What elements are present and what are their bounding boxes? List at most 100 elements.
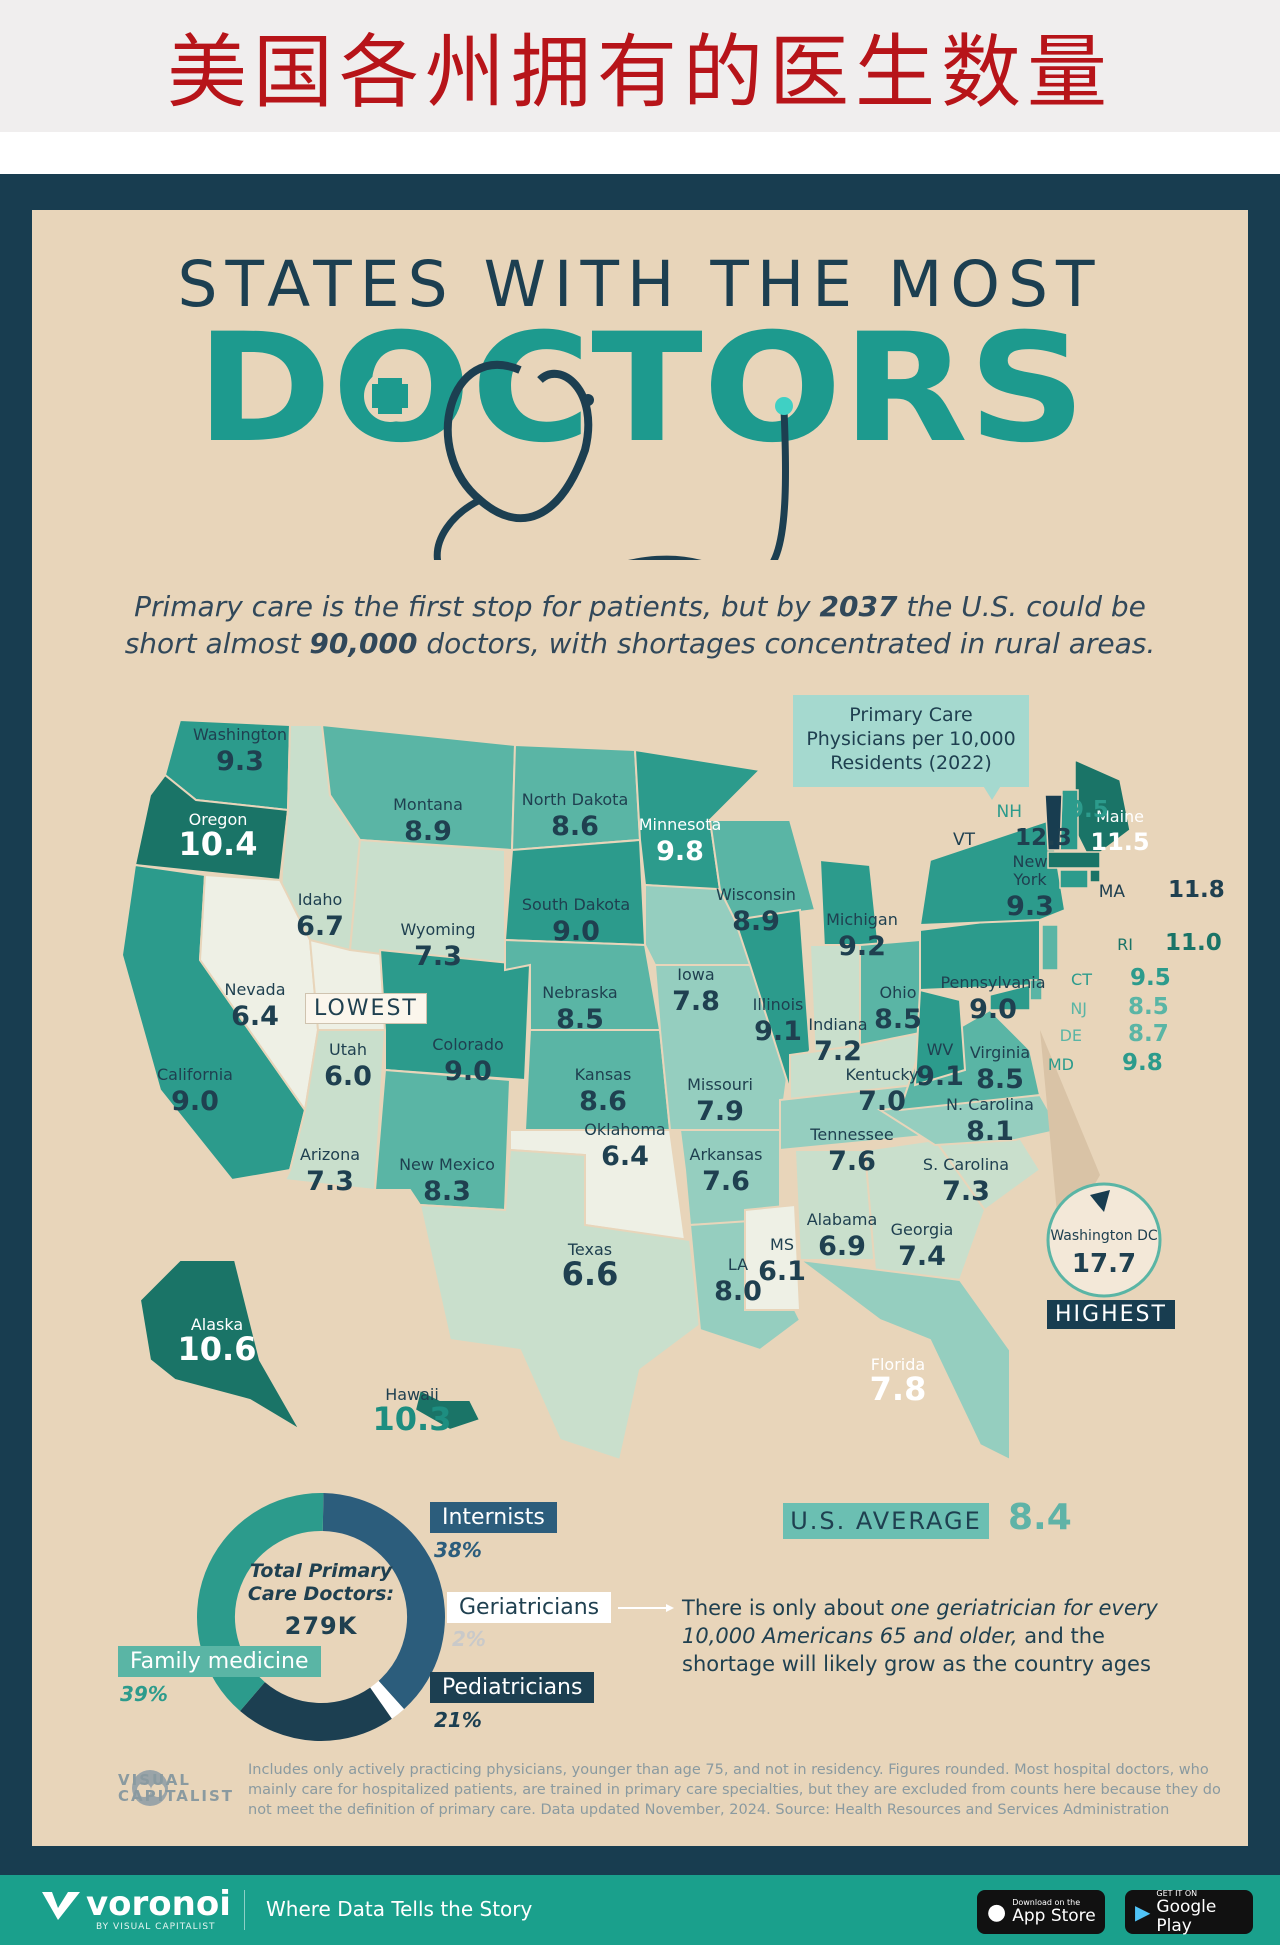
state-name-label: LA [728, 1255, 748, 1274]
app-store-button[interactable]: ● Download on the App Store [977, 1890, 1105, 1934]
state-value-label: 9.5 [1068, 797, 1109, 823]
segment-family-medicine-pct: 39% [120, 1682, 168, 1706]
state-name-label: South Dakota [522, 895, 630, 914]
state-name-label: VT [953, 830, 976, 850]
state-name-label: MS [770, 1235, 794, 1254]
state-name-label: Maine [1096, 807, 1144, 826]
state-value-label: 9.0 [552, 916, 600, 947]
stethoscope-icon [443, 360, 593, 523]
state-name-label: Missouri [687, 1075, 753, 1094]
state-name-label: New Mexico [399, 1155, 495, 1174]
state-shape [913, 988, 967, 1087]
state-value-label: 8.9 [404, 816, 452, 847]
state-value-label: 7.4 [898, 1241, 946, 1272]
state-shape [1041, 924, 1059, 971]
state-name-label: Tennessee [809, 1125, 893, 1144]
donut-center-label: Total Primary Care Doctors: [247, 1560, 395, 1605]
dc-name: Washington DC [1050, 1228, 1158, 1244]
state-name-label: Arkansas [690, 1145, 763, 1164]
state-value-label: 11.0 [1165, 930, 1222, 956]
state-name-label: Indiana [808, 1015, 867, 1034]
voronoi-wordmark: voronoi [86, 1884, 231, 1924]
state-name-label: Hawaii [385, 1385, 439, 1404]
state-value-label: 7.8 [870, 1370, 927, 1408]
footer-tagline: Where Data Tells the Story [266, 1897, 533, 1921]
footnote: Includes only actively practicing physic… [248, 1762, 1221, 1818]
state-value-label: 7.8 [672, 986, 720, 1017]
state-name-label: Kentucky [845, 1065, 918, 1084]
state-name-label: Utah [329, 1040, 367, 1059]
state-value-label: 6.0 [324, 1061, 372, 1092]
state-value-label: 10.6 [178, 1330, 257, 1368]
top-banner [0, 0, 1280, 132]
segment-internists: Internists [430, 1502, 557, 1533]
state-shape [796, 1258, 1011, 1460]
segment-pediatricians-pct: 21% [434, 1708, 482, 1732]
state-value-label: 7.3 [414, 941, 462, 972]
footer-divider [244, 1890, 245, 1930]
state-name-label: NJ [1070, 999, 1087, 1018]
state-value-label: 9.2 [838, 931, 886, 962]
state-name-label: California [157, 1065, 233, 1084]
state-name-label: Oregon [189, 810, 248, 829]
state-value-label: 6.9 [818, 1231, 866, 1262]
state-shape [1047, 851, 1101, 869]
state-value-label: 7.2 [814, 1036, 862, 1067]
state-value-label: 6.7 [296, 911, 344, 942]
state-value-label: 8.3 [423, 1176, 471, 1207]
state-name-label: York [1012, 870, 1047, 889]
dc-value: 17.7 [1072, 1249, 1136, 1279]
banner-title: 美国各州拥有的医生数量 [167, 26, 1113, 119]
state-value-label: 9.1 [754, 1016, 802, 1047]
segment-family-medicine: Family medicine [118, 1646, 321, 1677]
state-value-label: 9.3 [216, 746, 264, 777]
state-value-label: 8.6 [551, 811, 599, 842]
state-shape [1044, 794, 1063, 851]
voronoi-logo-icon [42, 1892, 80, 1920]
state-value-label: 7.3 [942, 1176, 990, 1207]
state-name-label: NH [997, 802, 1023, 822]
state-value-label: 9.0 [969, 994, 1017, 1025]
state-name-label: Nevada [224, 980, 285, 999]
state-name-label: WV [927, 1040, 954, 1059]
donut-segment [369, 1680, 405, 1719]
state-name-label: MA [1099, 882, 1126, 902]
state-value-label: 7.0 [858, 1086, 906, 1117]
state-value-label: 9.3 [1006, 891, 1054, 922]
state-value-label: 8.7 [1128, 1021, 1169, 1047]
google-play-button[interactable]: ▶ GET IT ON Google Play [1125, 1889, 1253, 1935]
state-name-label: DE [1060, 1026, 1082, 1045]
state-name-label: Texas [567, 1240, 612, 1259]
state-name-label: N. Carolina [946, 1095, 1034, 1114]
state-name-label: Wisconsin [716, 885, 796, 904]
segment-geriatricians-pct: 2% [452, 1627, 486, 1651]
state-name-label: Wyoming [400, 920, 475, 939]
doctors-wordmark: DOCTORS [196, 302, 1086, 560]
state-value-label: 11.8 [1168, 877, 1225, 903]
state-value-label: 7.3 [306, 1166, 354, 1197]
us-average-label: U.S. AVERAGE [783, 1503, 989, 1539]
state-value-label: 8.5 [874, 1004, 922, 1035]
state-name-label: Alaska [191, 1315, 243, 1334]
state-value-label: 7.6 [828, 1146, 876, 1177]
state-value-label: 9.8 [656, 836, 704, 867]
state-shape [1059, 869, 1089, 889]
state-name-label: Pennsylvania [940, 973, 1045, 992]
subtitle: Primary care is the first stop for patie… [124, 590, 1156, 660]
state-value-label: 11.5 [1090, 828, 1149, 856]
donut-total: 279K [284, 1612, 358, 1640]
state-name-label: Idaho [298, 890, 343, 909]
geriatric-arrow [618, 1604, 674, 1612]
state-name-label: MD [1048, 1055, 1074, 1074]
visual-capitalist-wordmark: VISUAL CAPITALIST [118, 1771, 235, 1805]
state-name-label: Nebraska [542, 983, 617, 1002]
state-name-label: Washington [193, 725, 287, 744]
map-legend: Primary Care Physicians per 10,000 Resid… [793, 695, 1029, 787]
state-value-label: 8.5 [1128, 994, 1169, 1020]
apple-icon: ● [987, 1899, 1007, 1925]
state-name-label: Iowa [677, 965, 714, 984]
state-name-label: Minnesota [639, 815, 722, 834]
state-shape [1089, 869, 1101, 883]
state-name-label: Ohio [880, 983, 917, 1002]
state-shape [989, 984, 1031, 1011]
